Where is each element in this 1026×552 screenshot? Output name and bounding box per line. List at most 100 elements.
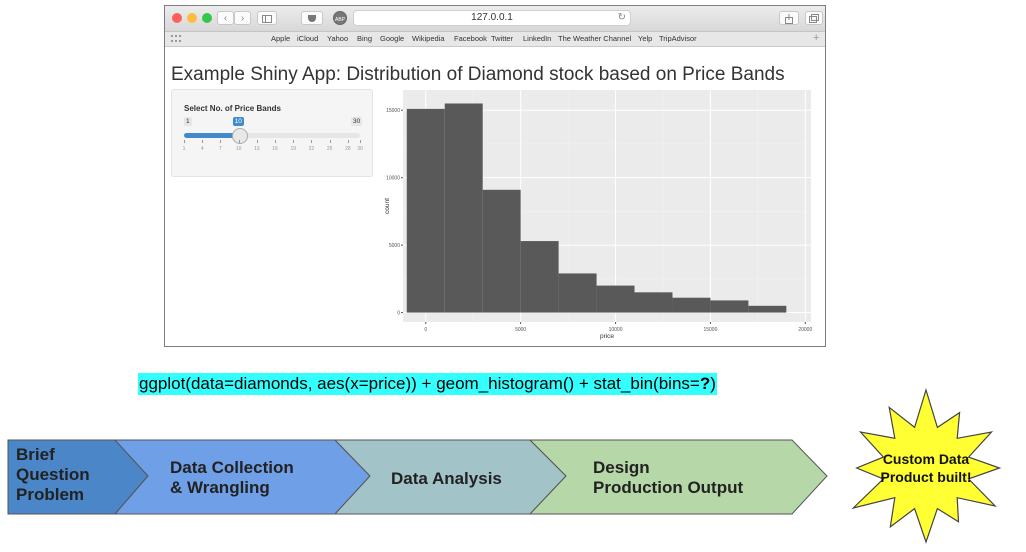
favorites-bar: Apple iCloud Yahoo Bing Google Wikipedia…	[165, 32, 825, 47]
slider-tick	[293, 140, 295, 143]
browser-window: ‹ › ABP 127.0.0.1 ↻ Apple iCloud Yahoo B…	[164, 5, 826, 347]
starburst-callout	[851, 388, 1002, 544]
back-button[interactable]: ‹	[217, 11, 234, 25]
add-favorite-icon[interactable]: +	[813, 32, 820, 44]
slider-value-badge: 10	[232, 117, 244, 126]
starburst-shape	[851, 388, 1002, 544]
slider-min-badge: 1	[184, 117, 192, 126]
slider-tick	[184, 140, 185, 143]
step-brief-question-label: Brief Question Problem	[16, 445, 90, 505]
sidebar-button[interactable]	[257, 11, 277, 25]
y-tick-label: 5000	[389, 243, 400, 249]
step-brief-question-line: Brief	[16, 445, 55, 464]
favorite-weather-channel[interactable]: The Weather Channel	[558, 34, 632, 43]
favorite-google[interactable]: Google	[380, 34, 405, 43]
tabs-button[interactable]	[805, 11, 823, 25]
price-bands-slider[interactable]	[184, 128, 360, 144]
histogram-chart: 0 5000 10000 15000 20000 0 5000 10000 15000 price…	[384, 90, 812, 340]
slider-tick	[347, 140, 349, 143]
share-icon	[785, 14, 793, 24]
histogram-bar	[406, 108, 445, 313]
x-tick-label: 10000	[609, 327, 623, 333]
slider-tick-label: 22	[308, 146, 315, 152]
code-snippet: ggplot(data=diamonds, aes(x=price)) + ge…	[138, 373, 717, 395]
histogram-bar	[596, 285, 635, 313]
step-design-output-arrow	[528, 439, 828, 515]
slider-handle[interactable]	[231, 128, 248, 144]
slider-tick-label: 13	[254, 146, 260, 152]
custom-product-label: Custom Data Product built!	[866, 450, 986, 486]
sidebar-icon	[262, 15, 272, 23]
slider-tick-label: 7	[219, 146, 222, 152]
slider-tick-label: 19	[290, 146, 297, 152]
favorite-twitter[interactable]: Twitter	[491, 34, 514, 43]
share-button[interactable]	[779, 11, 799, 25]
y-axis-label: count	[384, 198, 391, 214]
forward-button[interactable]: ›	[234, 11, 251, 25]
favorite-yelp[interactable]: Yelp	[638, 34, 653, 43]
y-tick-label: 10000	[386, 176, 400, 182]
adblock-icon: ABP	[334, 17, 345, 23]
step-data-analysis-label: Data Analysis	[391, 469, 502, 489]
step-data-collection-line: Data Collection	[170, 458, 294, 477]
url-text: 127.0.0.1	[471, 12, 513, 23]
slider-tick	[329, 140, 331, 143]
histogram-bar	[710, 300, 749, 313]
browser-toolbar: ‹ › ABP 127.0.0.1 ↻	[165, 6, 825, 32]
slider-tick	[202, 140, 204, 143]
histogram-bar	[482, 189, 521, 313]
custom-product-line: Product built!	[880, 469, 972, 485]
code-closing: )	[710, 374, 716, 393]
adblock-button[interactable]: ABP	[333, 11, 347, 25]
step-data-analysis-line: Data Analysis	[391, 469, 502, 488]
histogram-bar	[748, 305, 787, 313]
x-tick-label: 5000	[515, 327, 526, 333]
process-flow	[7, 439, 828, 515]
slider-tick-label: 4	[200, 146, 204, 152]
close-window-button[interactable]	[172, 13, 182, 23]
favorite-linkedin[interactable]: LinkedIn	[523, 34, 552, 43]
slider-tick	[311, 140, 313, 143]
grid-icon[interactable]	[171, 35, 181, 42]
favorite-bing[interactable]: Bing	[357, 34, 373, 43]
histogram-bar	[672, 297, 711, 313]
favorite-facebook[interactable]: Facebook	[454, 34, 487, 43]
slider-fill	[184, 133, 239, 138]
favorite-tripadvisor[interactable]: TripAdvisor	[659, 34, 697, 43]
y-tick-label: 0	[397, 311, 400, 317]
page-title: Example Shiny App: Distribution of Diamo…	[171, 64, 785, 85]
histogram-bar	[520, 241, 559, 313]
pocket-button[interactable]	[301, 11, 323, 25]
pocket-icon	[308, 15, 316, 22]
favorite-icloud[interactable]: iCloud	[297, 34, 319, 43]
slider-panel: Select No. of Price Bands 1 10 30 1 4 7 10 1…	[171, 89, 373, 177]
slider-tick-label: 10	[235, 146, 242, 152]
slider-tick	[360, 140, 361, 143]
favorite-apple[interactable]: Apple	[271, 34, 291, 43]
slider-tick-label: 1	[182, 146, 186, 152]
slider-max-badge: 30	[351, 117, 363, 126]
slider-label: Select No. of Price Bands	[184, 104, 281, 113]
slider-tick	[220, 140, 222, 143]
x-tick-label: 0	[424, 327, 427, 333]
reload-icon[interactable]: ↻	[617, 12, 626, 23]
step-design-output-line: Design	[593, 458, 650, 477]
histogram-bar	[634, 292, 673, 313]
step-brief-question-line: Question	[16, 465, 90, 484]
favorite-wikipedia[interactable]: Wikipedia	[412, 34, 445, 43]
slider-tick-label: 16	[272, 146, 278, 152]
zoom-window-button[interactable]	[202, 13, 212, 23]
minimize-window-button[interactable]	[187, 13, 197, 23]
step-design-output-label: Design Production Output	[593, 458, 743, 498]
step-data-collection-label: Data Collection & Wrangling	[170, 458, 294, 498]
tabs-icon	[809, 14, 819, 23]
slider-tick-label: 30	[357, 146, 363, 152]
code-text: ggplot(data=diamonds, aes(x=price)) + ge…	[139, 374, 700, 393]
y-tick-label: 15000	[386, 108, 400, 114]
step-data-collection-line: & Wrangling	[170, 478, 270, 497]
address-bar[interactable]: 127.0.0.1 ↻	[353, 10, 631, 26]
favorite-yahoo[interactable]: Yahoo	[327, 34, 349, 43]
slider-tick	[256, 140, 258, 143]
slider-tick	[275, 140, 277, 143]
slider-tick-label: 25	[326, 146, 333, 152]
